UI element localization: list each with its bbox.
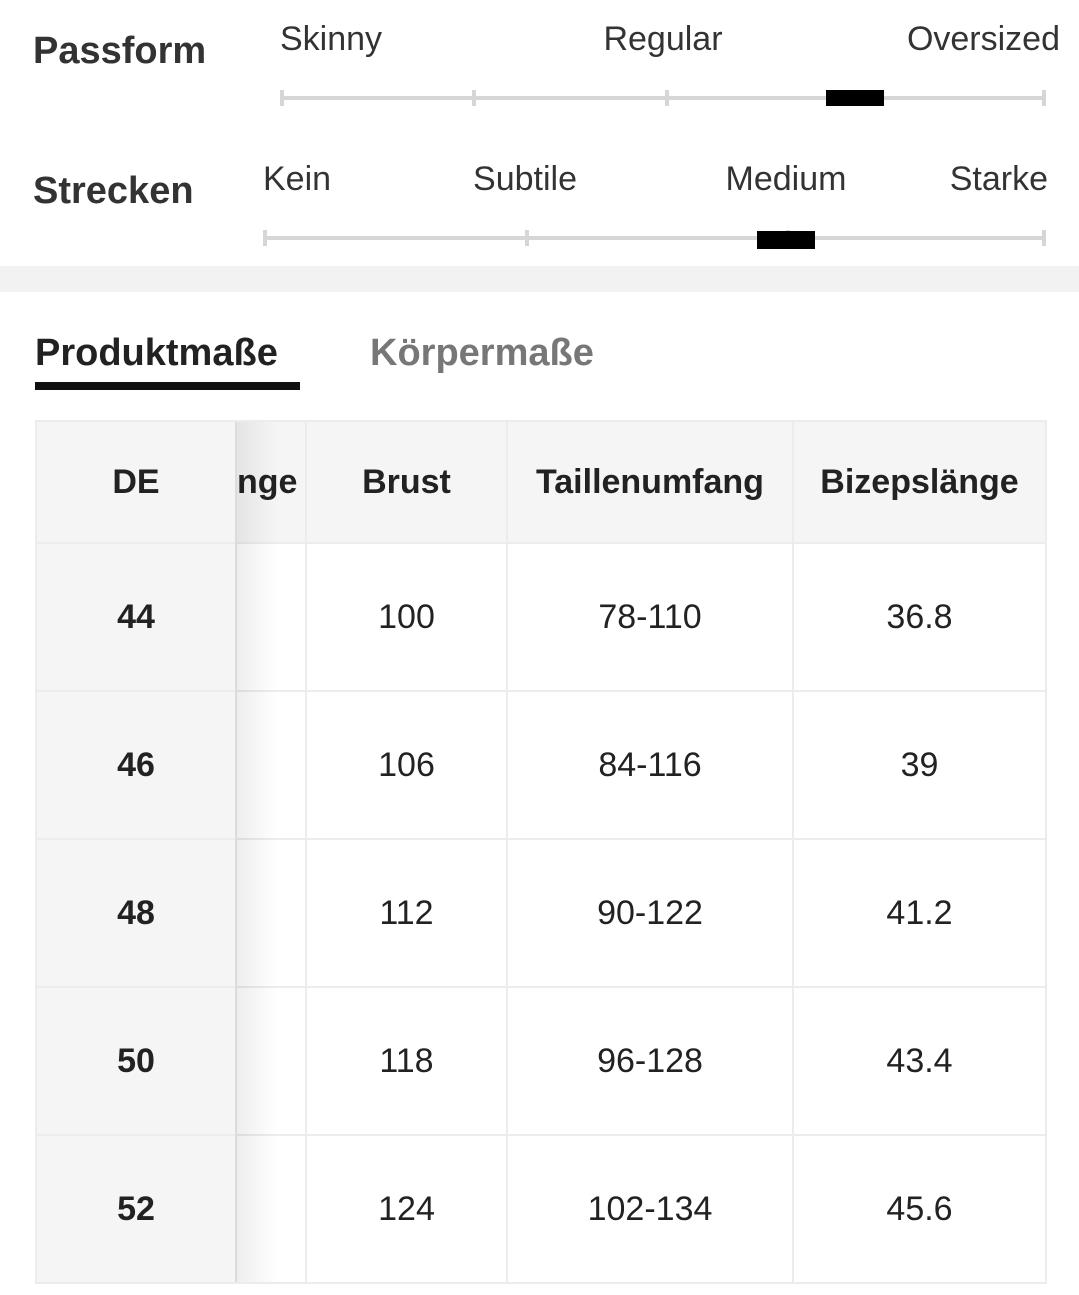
empty-cell xyxy=(237,1136,307,1284)
fit-tick xyxy=(665,90,669,106)
fit-tick xyxy=(525,230,529,246)
tab[interactable]: Körpermaße xyxy=(370,332,594,374)
fit-tick xyxy=(472,90,476,106)
empty-cell xyxy=(237,988,307,1136)
value-cell: 45.6 xyxy=(794,1136,1047,1284)
divider-band xyxy=(0,266,1079,292)
fit-label: Passform xyxy=(33,30,207,72)
tab-active[interactable]: Produktmaße xyxy=(35,332,278,374)
fit-option: Medium xyxy=(725,160,847,198)
fit-tick xyxy=(1042,230,1046,246)
fit-option: Kein xyxy=(263,160,332,198)
header-cell: DE xyxy=(37,422,237,544)
value-cell: 96-128 xyxy=(508,988,794,1136)
value-cell: 112 xyxy=(307,840,508,988)
tab-underline xyxy=(35,382,300,390)
value-cell: 124 xyxy=(307,1136,508,1284)
value-cell: 39 xyxy=(794,692,1047,840)
fit-option: Regular xyxy=(603,20,723,58)
fit-track xyxy=(280,96,1046,100)
fit-label: Strecken xyxy=(33,170,194,212)
header-cell: Brust xyxy=(307,422,508,544)
fit-option: Oversized xyxy=(906,20,1060,58)
value-cell: 106 xyxy=(307,692,508,840)
value-cell: 36.8 xyxy=(794,544,1047,692)
size-cell: 44 xyxy=(37,544,237,692)
fit-option: Skinny xyxy=(280,20,383,58)
fit-track xyxy=(263,236,1046,240)
size-cell: 52 xyxy=(37,1136,237,1284)
header-cell: nge xyxy=(237,422,307,544)
size-cell: 46 xyxy=(37,692,237,840)
size-table: DEngeBrustTaillenumfangBizepslänge 44 1007… xyxy=(35,420,1047,1284)
value-cell: 41.2 xyxy=(794,840,1047,988)
fit-marker xyxy=(826,90,884,106)
fit-tick xyxy=(1042,90,1046,106)
sticky-shadow xyxy=(235,422,277,1282)
size-cell: 48 xyxy=(37,840,237,988)
empty-cell xyxy=(237,544,307,692)
fit-tick xyxy=(280,90,284,106)
value-cell: 102-134 xyxy=(508,1136,794,1284)
fit-tick xyxy=(263,230,267,246)
fit-option: Subtile xyxy=(473,160,577,198)
header-cell: Taillenumfang xyxy=(508,422,794,544)
value-cell: 84-116 xyxy=(508,692,794,840)
value-cell: 90-122 xyxy=(508,840,794,988)
empty-cell xyxy=(237,840,307,988)
value-cell: 100 xyxy=(307,544,508,692)
value-cell: 78-110 xyxy=(508,544,794,692)
size-cell: 50 xyxy=(37,988,237,1136)
value-cell: 43.4 xyxy=(794,988,1047,1136)
empty-cell xyxy=(237,692,307,840)
fit-option: Starke xyxy=(949,160,1048,198)
fit-marker xyxy=(757,231,815,249)
header-cell: Bizepslänge xyxy=(794,422,1047,544)
value-cell: 118 xyxy=(307,988,508,1136)
